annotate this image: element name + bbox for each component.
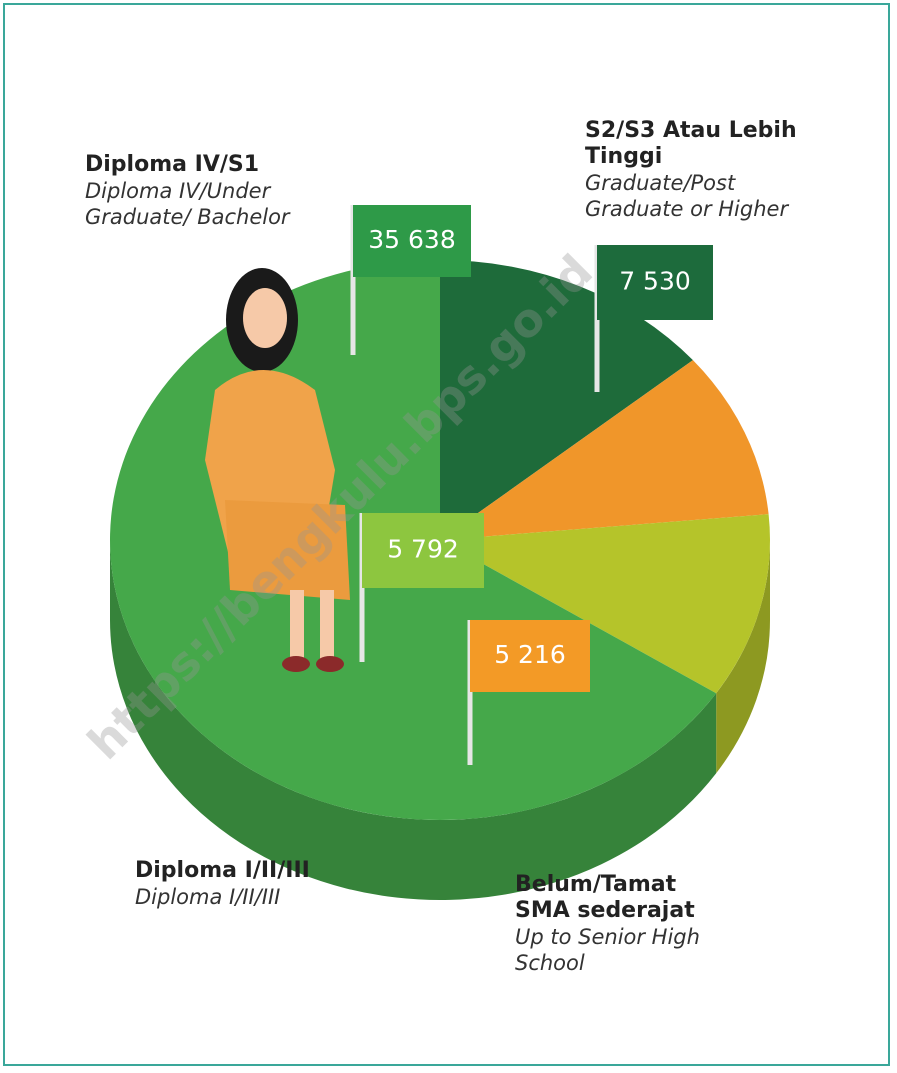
frame <box>3 3 890 1066</box>
pie-slice <box>440 260 693 540</box>
category-label: Diploma I/II/III Diploma I/II/III <box>135 858 395 910</box>
pie-slice <box>440 514 770 694</box>
category-label: Belum/Tamat SMA sederajat Up to Senior Hi… <box>515 872 735 976</box>
figure <box>290 590 304 660</box>
category-description: Up to Senior High School <box>515 925 700 975</box>
category-description: Diploma IV/Under Graduate/ Bachelor <box>85 179 290 229</box>
value-label: 5 216 <box>494 640 566 669</box>
category-label: S2/S3 Atau Lebih Tinggi Graduate/Post Gra… <box>585 118 825 222</box>
category-name: Diploma IV/S1 <box>85 152 260 177</box>
value-label: 5 792 <box>387 535 459 564</box>
figure <box>225 500 350 600</box>
pie-side <box>110 540 717 900</box>
flag <box>597 245 713 320</box>
pie-side <box>716 540 770 774</box>
figure <box>282 656 310 672</box>
category-name: Diploma I/II/III <box>135 858 310 883</box>
figure <box>320 590 334 660</box>
value-label: 35 638 <box>368 225 455 254</box>
figure <box>316 656 344 672</box>
figure <box>243 288 287 348</box>
category-label: Diploma IV/S1 Diploma IV/Under Graduate/ … <box>85 152 345 230</box>
category-name: S2/S3 Atau Lebih Tinggi <box>585 118 797 169</box>
pie-slice <box>440 360 769 540</box>
flag <box>470 620 590 692</box>
flag <box>353 205 471 277</box>
flag <box>362 513 484 588</box>
category-description: Diploma I/II/III <box>135 885 281 909</box>
value-label: 7 530 <box>619 267 691 296</box>
category-name: Belum/Tamat SMA sederajat <box>515 872 695 923</box>
category-description: Graduate/Post Graduate or Higher <box>585 171 789 221</box>
